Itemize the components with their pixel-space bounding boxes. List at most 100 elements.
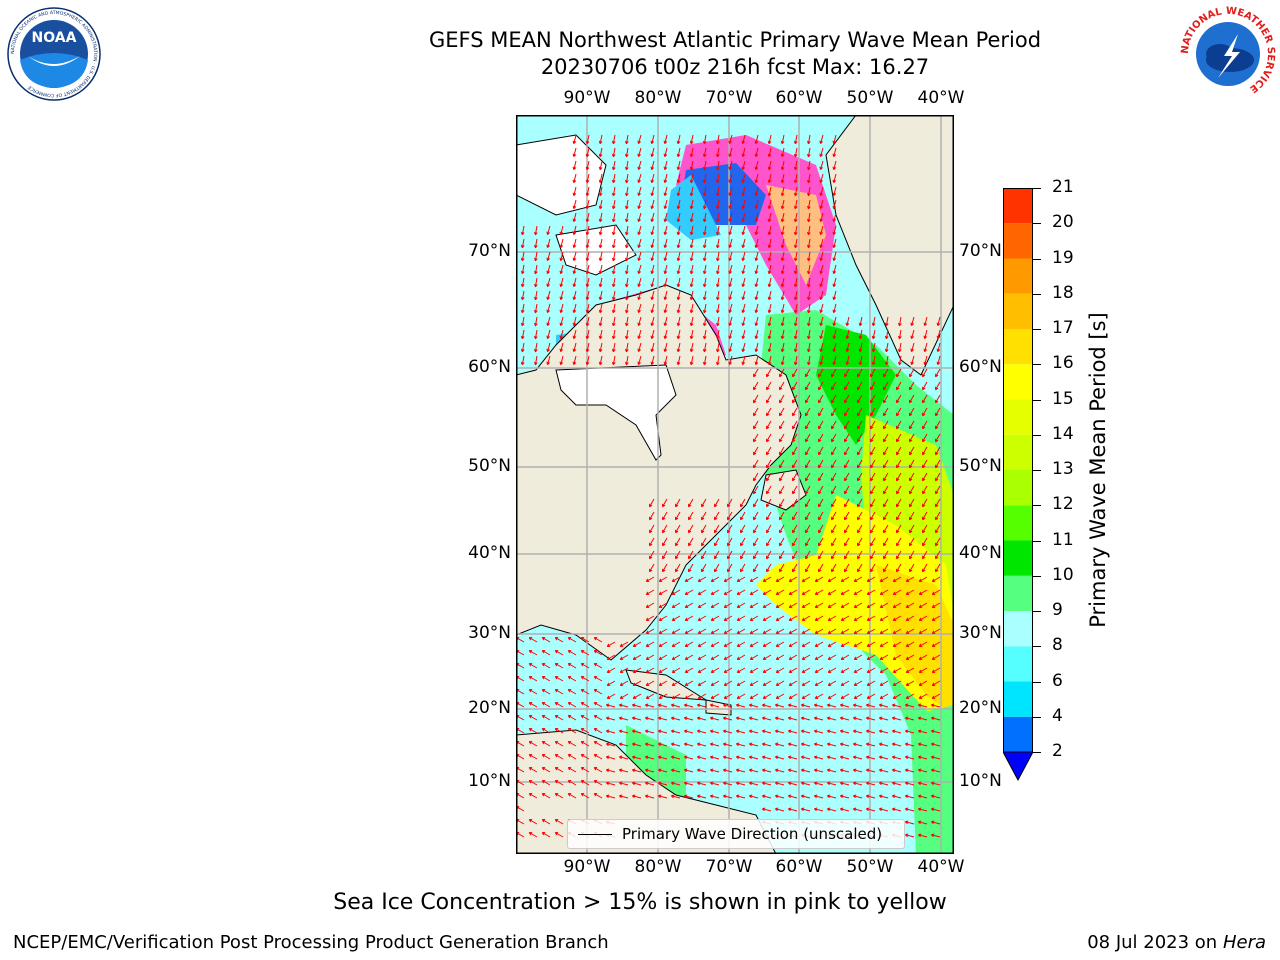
wave-direction-arrow	[831, 511, 837, 521]
wave-direction-arrow	[935, 394, 941, 404]
wave-direction-arrow	[701, 498, 707, 508]
wave-direction-arrow	[520, 290, 525, 301]
wave-direction-arrow	[807, 147, 811, 158]
wave-direction-arrow	[618, 755, 629, 760]
wave-direction-arrow	[819, 355, 824, 366]
wave-direction-arrow	[741, 134, 746, 145]
wave-direction-arrow	[554, 832, 564, 838]
wave-direction-arrow	[814, 589, 824, 595]
wave-direction-arrow	[619, 641, 629, 647]
wave-direction-arrow	[554, 767, 564, 773]
wave-direction-arrow	[753, 420, 759, 430]
wave-direction-arrow	[684, 641, 694, 647]
wave-direction-arrow	[748, 781, 759, 786]
wave-direction-arrow	[572, 160, 577, 171]
wave-direction-arrow	[805, 368, 811, 378]
wave-direction-arrow	[611, 173, 616, 184]
wave-direction-arrow	[917, 716, 928, 721]
wave-direction-arrow	[567, 637, 577, 643]
wave-direction-arrow	[832, 186, 837, 197]
wave-direction-arrow	[818, 537, 824, 547]
wave-direction-arrow	[709, 742, 720, 747]
wave-direction-arrow	[780, 329, 785, 340]
wave-direction-arrow	[909, 420, 915, 430]
wave-direction-arrow	[567, 793, 577, 799]
wave-direction-arrow	[736, 680, 746, 686]
wave-direction-arrow	[741, 212, 746, 223]
wave-direction-arrow	[528, 819, 538, 825]
wave-direction-arrow	[723, 589, 733, 595]
wave-direction-arrow	[723, 667, 733, 673]
wave-direction-arrow	[866, 628, 876, 634]
lat-tick-left: 60°N	[468, 357, 511, 377]
wave-direction-arrow	[748, 794, 759, 799]
wave-direction-arrow	[710, 576, 720, 582]
wave-direction-arrow	[605, 729, 616, 734]
wave-direction-arrow	[534, 251, 538, 262]
wave-direction-arrow	[723, 641, 733, 647]
wave-cyan-baffin	[666, 175, 721, 240]
wave-direction-arrow	[727, 498, 733, 508]
colorbar-segment	[1003, 470, 1033, 506]
wave-direction-arrow	[697, 667, 707, 673]
sea-ice-note: Sea Ice Concentration > 15% is shown in …	[333, 890, 947, 915]
wave-direction-arrow	[866, 576, 876, 582]
lon-tick-bottom: 70°W	[705, 857, 753, 877]
wave-direction-arrow	[741, 238, 746, 249]
wave-direction-arrow	[625, 147, 629, 158]
wave-direction-arrow	[762, 589, 772, 595]
colorbar-tick-label: 11	[1052, 529, 1074, 550]
wave-direction-arrow	[684, 654, 694, 660]
wave-direction-arrow	[598, 147, 603, 158]
wave-direction-arrow	[649, 550, 655, 560]
wave-direction-arrow	[637, 238, 642, 249]
wave-direction-arrow	[813, 781, 824, 786]
wave-direction-arrow	[631, 781, 642, 786]
wave-direction-arrow	[625, 355, 629, 366]
wave-direction-arrow	[684, 576, 694, 582]
wave-direction-arrow	[710, 667, 720, 673]
wave-direction-arrow	[593, 793, 603, 799]
wave-direction-arrow	[572, 173, 577, 184]
wave-direction-arrow	[883, 368, 889, 378]
wave-direction-arrow	[754, 160, 759, 171]
wave-direction-arrow	[870, 537, 876, 547]
wave-direction-arrow	[818, 524, 824, 534]
wave-direction-arrow	[779, 381, 785, 391]
wave-direction-arrow	[766, 485, 772, 495]
wave-direction-arrow	[735, 742, 746, 747]
wave-direction-arrow	[567, 702, 577, 708]
colorbar-tick-mark	[1033, 434, 1041, 436]
wave-direction-arrow	[709, 768, 720, 773]
wave-direction-arrow	[754, 212, 759, 223]
wave-direction-arrow	[611, 355, 616, 366]
wave-direction-arrow	[935, 498, 941, 508]
wave-direction-arrow	[714, 511, 720, 521]
wave-direction-arrow	[749, 589, 759, 595]
wave-period-map	[515, 114, 955, 855]
wave-direction-arrow	[805, 472, 811, 482]
wave-direction-arrow	[632, 641, 642, 647]
wave-direction-arrow	[936, 316, 941, 327]
wave-direction-arrow	[572, 212, 577, 223]
wave-direction-arrow	[663, 199, 668, 210]
wave-direction-arrow	[884, 355, 889, 366]
wave-direction-arrow	[922, 511, 928, 521]
wave-direction-arrow	[896, 433, 902, 443]
wave-direction-arrow	[779, 524, 785, 534]
wave-direction-arrow	[905, 576, 915, 582]
wave-direction-arrow	[935, 537, 941, 547]
wave-direction-arrow	[671, 693, 681, 699]
wave-direction-arrow	[793, 134, 798, 145]
wave-direction-arrow	[753, 459, 759, 469]
wave-direction-arrow	[605, 716, 616, 721]
wave-direction-arrow	[793, 329, 798, 340]
wave-direction-arrow	[736, 615, 746, 621]
wave-direction-arrow	[780, 355, 785, 366]
wave-direction-arrow	[779, 485, 785, 495]
wave-direction-arrow	[788, 615, 798, 621]
wave-direction-arrow	[896, 394, 902, 404]
wave-direction-arrow	[904, 716, 915, 721]
wave-direction-arrow	[930, 781, 941, 786]
colorbar-tick-mark	[1033, 611, 1041, 612]
